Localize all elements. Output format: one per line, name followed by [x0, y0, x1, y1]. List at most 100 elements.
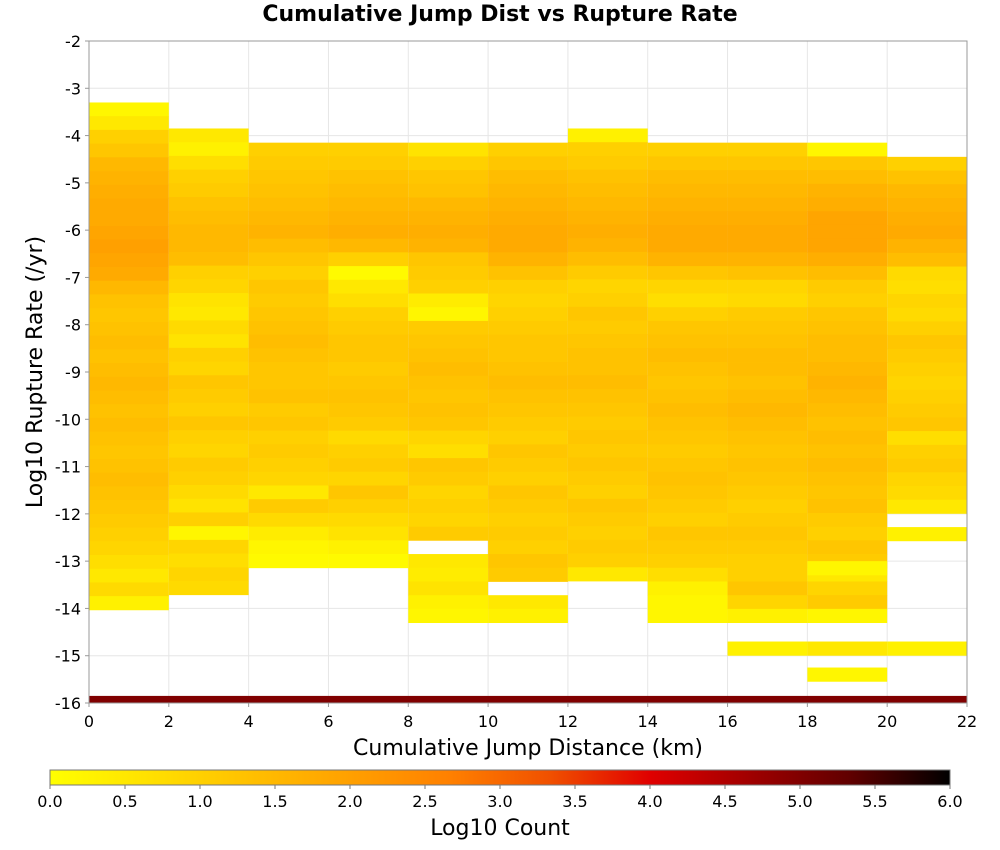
- heatmap-cell: [328, 403, 409, 418]
- heatmap-cell: [647, 458, 728, 473]
- heatmap-cell: [807, 430, 888, 445]
- heatmap-cell: [488, 471, 568, 486]
- heatmap-cell: [647, 334, 728, 349]
- heatmap-cell: [887, 485, 967, 501]
- heatmap-cell: [887, 197, 967, 213]
- heatmap-cell: [328, 170, 409, 185]
- heatmap-cell: [328, 416, 409, 432]
- y-tick-label: -13: [55, 552, 81, 571]
- heatmap-cell: [248, 293, 329, 308]
- heatmap-cell: [328, 320, 409, 336]
- heatmap-cell: [168, 293, 249, 308]
- heatmap-cell: [807, 389, 888, 404]
- chart-title: Cumulative Jump Dist vs Rupture Rate: [262, 2, 738, 27]
- heatmap-cell: [328, 293, 409, 308]
- heatmap-cell: [89, 102, 169, 117]
- heatmap-cell: [89, 363, 169, 378]
- heatmap-cell: [89, 157, 169, 172]
- heatmap-cell: [89, 431, 169, 446]
- heatmap-cell: [567, 183, 648, 198]
- heatmap-cell: [168, 251, 249, 267]
- heatmap-cell: [328, 389, 409, 404]
- heatmap-cell: [89, 582, 169, 597]
- x-tick-label: 20: [877, 712, 897, 731]
- heatmap-cell: [488, 238, 568, 253]
- heatmap-cell: [727, 170, 808, 185]
- heatmap-cell: [248, 156, 329, 171]
- heatmap-cell: [408, 142, 489, 157]
- heatmap-cell: [727, 362, 808, 377]
- heatmap-cell: [328, 348, 409, 363]
- heatmap-cell: [328, 334, 409, 349]
- heatmap-cell: [887, 348, 967, 363]
- heatmap-cell: [807, 279, 888, 294]
- heatmap-cell: [168, 265, 249, 280]
- heatmap-cell: [408, 183, 489, 198]
- heatmap-cell: [887, 252, 967, 267]
- heatmap-cell: [168, 361, 249, 376]
- heatmap-cell: [248, 238, 329, 253]
- heatmap-cell: [328, 430, 409, 445]
- heatmap-cell: [408, 608, 489, 624]
- y-tick-label: -6: [65, 221, 81, 240]
- heatmap-cell: [408, 526, 489, 541]
- heatmap-cell: [408, 375, 489, 390]
- heatmap-cell: [488, 430, 568, 445]
- heatmap-cell: [567, 265, 648, 280]
- heatmap-cell: [408, 595, 489, 610]
- heatmap-cell: [807, 224, 888, 240]
- heatmap-cell: [807, 252, 888, 267]
- y-axis-label: Log10 Rupture Rate (/yr): [23, 236, 48, 508]
- heatmap-cell: [488, 320, 568, 336]
- colorbar-tick-label: 1.5: [262, 792, 287, 811]
- heatmap-cell: [567, 320, 648, 335]
- heatmap-cell: [567, 251, 648, 267]
- heatmap-cell: [328, 279, 409, 294]
- heatmap-cell: [248, 142, 329, 157]
- heatmap-cell: [807, 561, 888, 576]
- heatmap-cell: [168, 320, 249, 335]
- heatmap-cell: [328, 540, 409, 555]
- heatmap-cell: [168, 581, 249, 596]
- heatmap-cell: [887, 527, 967, 542]
- x-tick-label: 8: [403, 712, 413, 731]
- heatmap-cell: [647, 170, 728, 185]
- heatmap-cell: [168, 306, 249, 321]
- heatmap-cell: [647, 430, 728, 445]
- heatmap-cell: [727, 375, 808, 390]
- heatmap-cell: [248, 430, 329, 445]
- heatmap-cell: [408, 512, 489, 528]
- heatmap-cell: [727, 608, 808, 624]
- heatmap-cell: [887, 211, 967, 226]
- heatmap-cell: [488, 211, 568, 226]
- heatmap-cell: [168, 512, 249, 527]
- y-tick-label: -2: [65, 32, 81, 51]
- heatmap-cell: [807, 197, 888, 212]
- heatmap-cell: [567, 142, 648, 157]
- heatmap-cell: [887, 417, 967, 432]
- heatmap-cell: [168, 553, 249, 568]
- heatmap-cell: [807, 526, 888, 541]
- heatmap-cell: [408, 334, 489, 349]
- heatmap-cell: [647, 403, 728, 418]
- heatmap-cell: [887, 444, 967, 459]
- heatmap-cell: [408, 211, 489, 226]
- heatmap-cell: [807, 641, 888, 656]
- heatmap-cell: [488, 183, 568, 198]
- heatmap-cell: [248, 362, 329, 377]
- heatmap-cell: [647, 416, 728, 432]
- heatmap-cell: [488, 403, 568, 418]
- heatmap-cell: [89, 129, 169, 145]
- heatmap-cell: [89, 417, 169, 432]
- heatmap-cell: [727, 211, 808, 226]
- heatmap-cell: [89, 390, 169, 405]
- heatmap-cell: [89, 116, 169, 131]
- heatmap-cell: [328, 197, 409, 212]
- heatmap-cell: [647, 307, 728, 322]
- heatmap-cell: [567, 361, 648, 376]
- heatmap-cell: [807, 334, 888, 349]
- heatmap-cell: [408, 293, 489, 308]
- y-tick-label: -7: [65, 268, 81, 287]
- x-axis-label: Cumulative Jump Distance (km): [353, 736, 703, 761]
